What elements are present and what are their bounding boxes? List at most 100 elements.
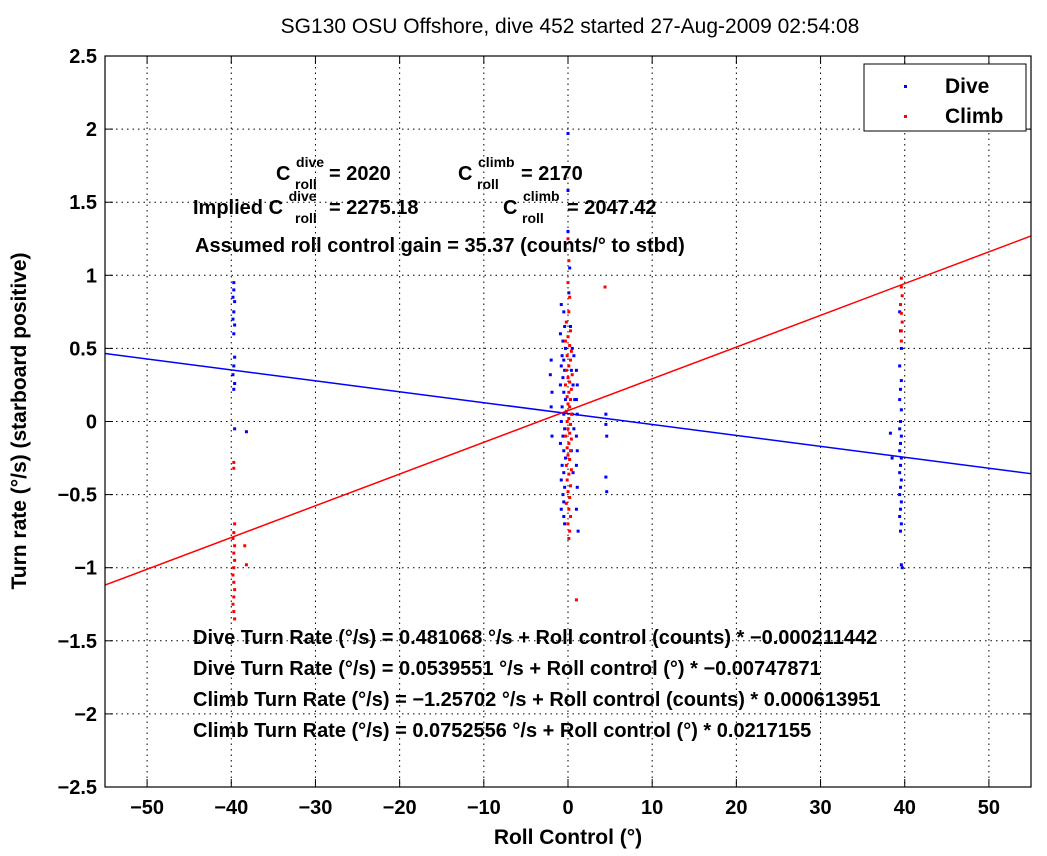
dive-point xyxy=(899,463,903,467)
dive-point xyxy=(570,346,574,350)
dive-point xyxy=(899,563,903,567)
dive-point xyxy=(900,566,904,570)
dive-point xyxy=(569,368,573,372)
dive-point xyxy=(548,373,552,377)
climb-point xyxy=(899,285,903,289)
legend-label-dive: Dive xyxy=(945,75,989,98)
dive-point xyxy=(563,398,567,402)
dive-point xyxy=(899,456,903,460)
climb-point xyxy=(569,515,573,519)
dive-point xyxy=(898,364,902,368)
climb-point xyxy=(569,349,573,353)
dive-point xyxy=(549,358,553,362)
climb-point xyxy=(899,276,903,280)
climb-point xyxy=(565,478,569,482)
dive-point xyxy=(571,383,575,387)
climb-point xyxy=(231,573,235,577)
dive-point xyxy=(575,449,579,453)
climb-point xyxy=(569,329,573,333)
dive-point xyxy=(898,427,902,431)
dive-point xyxy=(560,405,564,409)
dive-point xyxy=(899,529,903,533)
dive-point xyxy=(232,332,236,336)
x-tick-label: −50 xyxy=(130,797,164,819)
dive-point xyxy=(563,346,567,350)
dive-point xyxy=(572,354,576,358)
climb-point xyxy=(568,405,572,409)
climb-point xyxy=(566,522,570,526)
roll-gain-annotation: Assumed roll control gain = 35.37 (count… xyxy=(195,235,685,257)
climb-point xyxy=(568,496,572,500)
climb-point xyxy=(566,335,570,339)
climb-point xyxy=(566,402,570,406)
climb-point xyxy=(567,310,571,314)
equation-dive-counts: Dive Turn Rate (°/s) = 0.481068 °/s + Ro… xyxy=(193,627,877,649)
climb-point xyxy=(567,441,571,445)
dive-point xyxy=(231,295,235,299)
climb-point xyxy=(569,449,573,453)
dive-point xyxy=(898,310,902,314)
climb-point xyxy=(565,420,569,423)
dive-point xyxy=(562,515,566,519)
dive-point xyxy=(574,434,578,438)
c-roll-dive-sup: dive xyxy=(296,154,324,170)
dive-point xyxy=(233,323,237,327)
x-tick-label: −10 xyxy=(467,797,501,819)
dive-point xyxy=(561,376,565,380)
c-roll-climb-sub: roll xyxy=(477,176,499,192)
dive-point xyxy=(566,189,570,193)
climb-point xyxy=(564,320,568,324)
equation-climb-counts: Climb Turn Rate (°/s) = −1.25702 °/s + R… xyxy=(193,689,881,711)
dive-point xyxy=(574,507,578,511)
climb-point xyxy=(569,387,573,391)
climb-point xyxy=(567,507,571,511)
dive-point xyxy=(575,412,579,416)
c-roll-dive: C dive roll = 2020 xyxy=(276,150,391,194)
dive-point xyxy=(575,485,579,489)
climb-point xyxy=(232,566,236,570)
y-tick-label: −1.5 xyxy=(58,631,97,653)
dive-point xyxy=(899,485,903,489)
dive-point xyxy=(550,434,554,438)
implied-c-roll-dive: Implied C dive roll = 2275.18 xyxy=(193,184,419,228)
dive-point xyxy=(605,490,609,494)
dive-point xyxy=(562,310,566,314)
dive-point xyxy=(232,387,236,391)
dive-point xyxy=(233,300,237,304)
climb-point xyxy=(899,311,903,315)
dive-point xyxy=(568,266,572,270)
c-roll-dive-letter: C xyxy=(276,163,290,185)
x-tick-label: −40 xyxy=(214,797,248,819)
dive-point xyxy=(899,408,903,412)
x-tick-label: 20 xyxy=(725,797,747,819)
climb-point xyxy=(233,522,237,526)
dive-point xyxy=(571,471,575,475)
implied-climb-value: = 2047.42 xyxy=(567,197,657,219)
climb-point xyxy=(900,320,904,324)
c-roll-climb-letter: C xyxy=(458,163,472,185)
x-tick-label: 50 xyxy=(978,797,1000,819)
climb-point xyxy=(567,390,571,394)
climb-point xyxy=(564,463,568,467)
climb-point xyxy=(899,339,903,343)
dive-point xyxy=(899,500,903,504)
dive-point xyxy=(232,281,236,285)
legend-label-climb: Climb xyxy=(945,105,1003,128)
climb-point xyxy=(567,536,571,540)
legend-marker-dive xyxy=(904,85,907,88)
dive-point xyxy=(231,373,235,377)
y-tick-label: −2 xyxy=(74,704,97,726)
x-tick-labels: −50 −40 −30 −20 −10 0 10 20 30 40 50 xyxy=(130,797,1000,819)
dive-point xyxy=(559,364,563,368)
dive-point xyxy=(574,463,578,467)
y-tick-labels: 2.5 2 1.5 1 0.5 0 −0.5 −1 −1.5 −2 −2.5 xyxy=(58,46,97,799)
x-tick-label: −30 xyxy=(298,797,332,819)
dive-point xyxy=(572,427,576,431)
implied-climb-sup: climb xyxy=(523,188,560,204)
climb-point xyxy=(564,409,568,413)
implied-dive-value: = 2275.18 xyxy=(329,197,419,219)
climb-point xyxy=(569,468,573,472)
dive-point xyxy=(899,522,903,526)
dive-point xyxy=(233,355,237,359)
